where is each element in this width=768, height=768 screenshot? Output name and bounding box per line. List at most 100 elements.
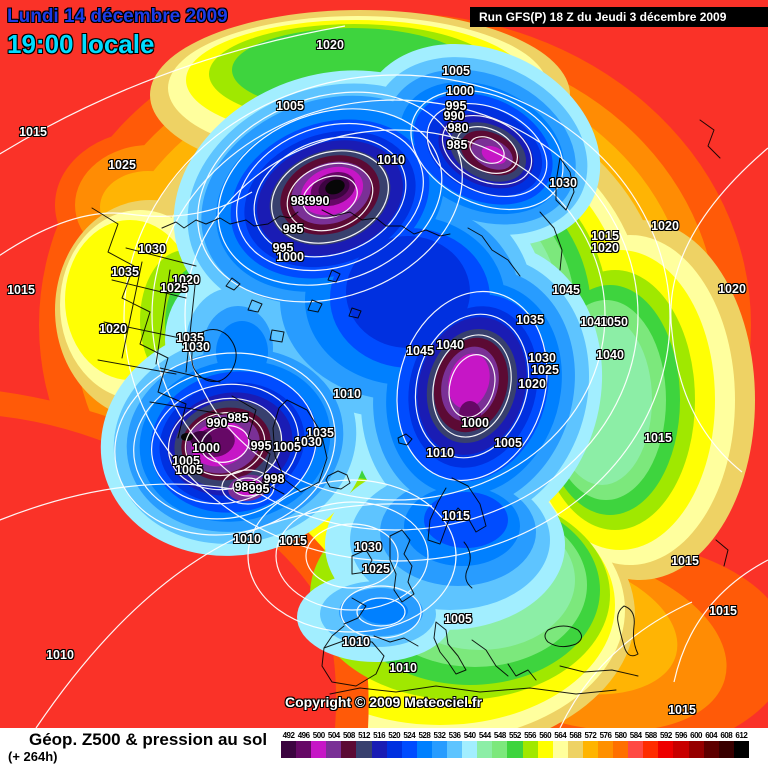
legend-value: 572 <box>584 731 597 740</box>
pressure-label: 1015 <box>591 228 619 243</box>
pressure-label: 1005 <box>175 462 203 477</box>
pressure-label: 985 <box>446 137 468 152</box>
legend-value: 608 <box>720 731 733 740</box>
legend-value: 568 <box>569 731 582 740</box>
pressure-label: 1000 <box>276 249 304 264</box>
legend-cell: 532 <box>431 730 448 758</box>
legend-value: 544 <box>478 731 491 740</box>
legend-cell: 552 <box>507 730 523 758</box>
legend-value: 496 <box>297 731 310 740</box>
pressure-label: 985 <box>227 410 249 425</box>
legend-cell: 528 <box>416 730 432 758</box>
legend-color-swatch <box>613 741 629 758</box>
pressure-label: 1025 <box>160 280 188 295</box>
geopotential-field-svg <box>0 10 768 728</box>
legend-cell: 608 <box>718 730 734 758</box>
legend-color-swatch <box>311 741 327 758</box>
pressure-label: 1020 <box>316 37 344 52</box>
legend-cell: 548 <box>492 730 508 758</box>
color-scale-legend: 492 496 500 504 508 512 516 520 524 528 532 536 540 5… <box>281 730 749 758</box>
legend-cell: 516 <box>371 730 387 758</box>
legend-color-swatch <box>492 741 508 758</box>
legend-value: 596 <box>675 731 687 740</box>
legend-cell: 604 <box>703 730 719 758</box>
legend-color-swatch <box>416 741 432 758</box>
legend-value: 600 <box>690 731 702 740</box>
chart-title: Géop. Z500 & pression au sol <box>29 730 268 749</box>
legend-color-swatch <box>628 741 644 758</box>
pressure-label: 1010 <box>46 647 74 662</box>
legend-color-swatch <box>673 741 689 758</box>
legend-value: 556 <box>524 731 536 740</box>
legend-value: 508 <box>342 731 355 740</box>
legend-cell: 520 <box>386 730 402 758</box>
pressure-label: 1005 <box>276 98 304 113</box>
legend-cell: 612 <box>733 730 749 758</box>
footer-bar: Géop. Z500 & pression au sol (+ 264h) 49… <box>0 728 768 768</box>
legend-value: 520 <box>388 731 401 740</box>
legend-color-swatch <box>462 741 478 758</box>
pressure-label: 995 <box>272 240 294 255</box>
legend-color-swatch <box>703 741 719 758</box>
legend-color-swatch <box>507 741 523 758</box>
map-canvas: 1020 1005 1005 1000 995 990 980 985 1010 1015 1025… <box>0 0 768 728</box>
legend-color-swatch <box>537 741 553 758</box>
legend-cell: 584 <box>628 730 644 758</box>
legend-value: 612 <box>735 731 748 740</box>
legend-value: 560 <box>539 731 552 740</box>
pressure-label: 990 <box>308 193 330 208</box>
pressure-label: 1050 <box>600 314 628 329</box>
pressure-label: 1015 <box>279 533 307 548</box>
legend-color-swatch <box>688 741 704 758</box>
legend-value: 576 <box>599 731 612 740</box>
legend-color-swatch <box>431 741 448 758</box>
legend-value: 604 <box>705 731 718 740</box>
legend-cell: 504 <box>326 730 342 758</box>
pressure-label: 1015 <box>709 603 737 618</box>
pressure-label: 1000 <box>446 83 474 98</box>
legend-color-swatch <box>296 741 312 758</box>
pressure-label: 1040 <box>436 337 464 352</box>
pressure-label: 1010 <box>342 634 370 649</box>
legend-cell: 564 <box>552 730 568 758</box>
pressure-label: 1025 <box>108 157 136 172</box>
pressure-label: 995 <box>250 438 272 453</box>
pressure-label: 1035 <box>306 425 334 440</box>
pressure-label: 1015 <box>19 124 47 139</box>
model-run-info-box: Run GFS(P) 18 Z du Jeudi 3 décembre 2009 <box>470 7 768 27</box>
legend-cell: 540 <box>462 730 478 758</box>
pressure-label: 1010 <box>426 445 454 460</box>
legend-cell: 596 <box>673 730 689 758</box>
pressure-label: 1045 <box>552 282 580 297</box>
pressure-label: 980 <box>447 120 469 135</box>
legend-cell: 508 <box>341 730 357 758</box>
legend-value: 492 <box>282 731 295 740</box>
pressure-label: 1030 <box>549 175 577 190</box>
pressure-label: 1020 <box>99 321 127 336</box>
pressure-label: 1020 <box>518 376 546 391</box>
legend-value: 532 <box>433 731 446 740</box>
legend-value: 592 <box>659 731 672 740</box>
legend-cell: 592 <box>658 730 674 758</box>
legend-color-swatch <box>522 741 538 758</box>
pressure-label: 1015 <box>671 553 699 568</box>
legend-value: 540 <box>463 731 476 740</box>
legend-cell: 492 <box>281 730 297 758</box>
legend-cell: 512 <box>356 730 372 758</box>
legend-value: 588 <box>644 731 657 740</box>
legend-value: 536 <box>448 731 461 740</box>
legend-cell: 588 <box>643 730 659 758</box>
pressure-label: 1010 <box>333 386 361 401</box>
pressure-label: 1035 <box>176 330 204 345</box>
coastlines <box>91 119 729 695</box>
pressure-label: 995 <box>248 481 270 496</box>
legend-value: 524 <box>403 731 416 740</box>
pressure-label: 1040 <box>580 314 608 329</box>
legend-color-swatch <box>643 741 659 758</box>
pressure-label: 985 <box>234 479 256 494</box>
pressure-label: 1015 <box>644 430 672 445</box>
pressure-label: 990 <box>206 415 228 430</box>
legend-cell: 576 <box>597 730 614 758</box>
legend-cell: 524 <box>401 730 417 758</box>
